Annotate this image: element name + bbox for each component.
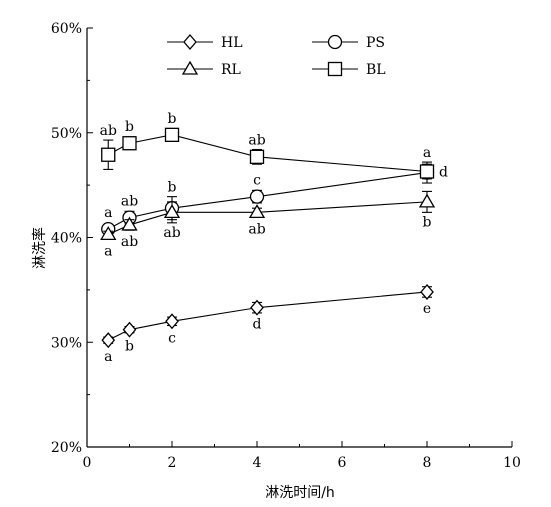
data-point-bl [101, 147, 116, 162]
legend-label-hl: HL [221, 35, 243, 51]
legend-item-ps: PS [312, 34, 385, 51]
x-axis-title: 淋洗时间/h [265, 485, 335, 501]
data-point-rl [163, 204, 181, 219]
legend-marker-rl [181, 60, 199, 75]
legend-item-hl: HL [167, 34, 243, 51]
y-tick-label: 40% [51, 231, 82, 247]
legend-item-bl: BL [312, 61, 386, 78]
significance-label-ps: b [168, 180, 177, 196]
data-point-hl [165, 313, 179, 330]
series-line-ps [107, 172, 428, 230]
significance-label-ps: a [104, 205, 112, 221]
significance-label-bl: b [125, 119, 134, 135]
legend-marker-bl [327, 61, 343, 77]
series-line-rl [108, 201, 428, 235]
data-point-rl [248, 204, 266, 219]
significance-label-bl: d [439, 165, 448, 181]
significance-label-ps: ab [121, 194, 138, 210]
legend-label-rl: RL [221, 62, 241, 78]
significance-label-hl: c [168, 330, 176, 346]
significance-label-bl: ab [248, 133, 265, 149]
data-point-bl [419, 164, 435, 179]
legend-marker-ps [327, 34, 343, 50]
significance-label-bl: ab [100, 123, 117, 139]
legend-marker-hl [183, 34, 197, 50]
significance-label-rl: a [104, 243, 112, 259]
significance-label-rl: b [423, 214, 432, 230]
significance-label-rl: ab [121, 234, 138, 250]
data-point-hl [122, 321, 137, 338]
x-tick-label: 4 [253, 455, 262, 471]
series-line-hl [108, 291, 428, 341]
data-point-rl [121, 216, 138, 231]
y-tick-label: 50% [51, 126, 82, 142]
data-point-hl [420, 283, 434, 300]
y-tick-label: 60% [51, 21, 82, 37]
legend-item-rl: RL [167, 60, 241, 78]
x-tick-label: 6 [338, 455, 347, 471]
significance-label-bl: b [168, 111, 177, 127]
data-point-bl [122, 136, 137, 151]
x-tick-label: 0 [83, 455, 92, 471]
data-point-bl [249, 149, 265, 164]
data-point-bl [164, 127, 180, 142]
y-tick-label: 30% [51, 335, 82, 351]
significance-label-rl: ab [248, 221, 265, 237]
significance-label-rl: ab [163, 225, 180, 241]
significance-label-ps: a [423, 145, 431, 161]
x-tick-label: 8 [423, 455, 432, 471]
data-point-rl [418, 193, 436, 208]
legend-label-bl: BL [366, 62, 386, 78]
significance-label-hl: a [104, 349, 112, 365]
axes: 0 2 4 6 8 10 20% 30% 40% 50% 60% [51, 21, 521, 471]
series-layer [100, 127, 436, 349]
data-point-rl [100, 226, 117, 241]
y-axis-title: 淋洗率 [31, 227, 48, 269]
x-tick-label: 2 [168, 455, 177, 471]
significance-label-ps: c [253, 173, 261, 189]
x-tick-label: 10 [503, 455, 521, 471]
legend: HL PS RL BL [167, 34, 386, 78]
data-point-hl [250, 299, 264, 316]
data-point-ps [249, 189, 265, 204]
significance-label-hl: b [125, 339, 134, 355]
series-line-bl [107, 134, 428, 173]
legend-label-ps: PS [366, 35, 385, 51]
y-tick-label: 20% [51, 440, 82, 456]
significance-label-hl: e [423, 301, 431, 317]
data-point-hl [101, 332, 116, 349]
significance-label-hl: d [253, 317, 262, 333]
